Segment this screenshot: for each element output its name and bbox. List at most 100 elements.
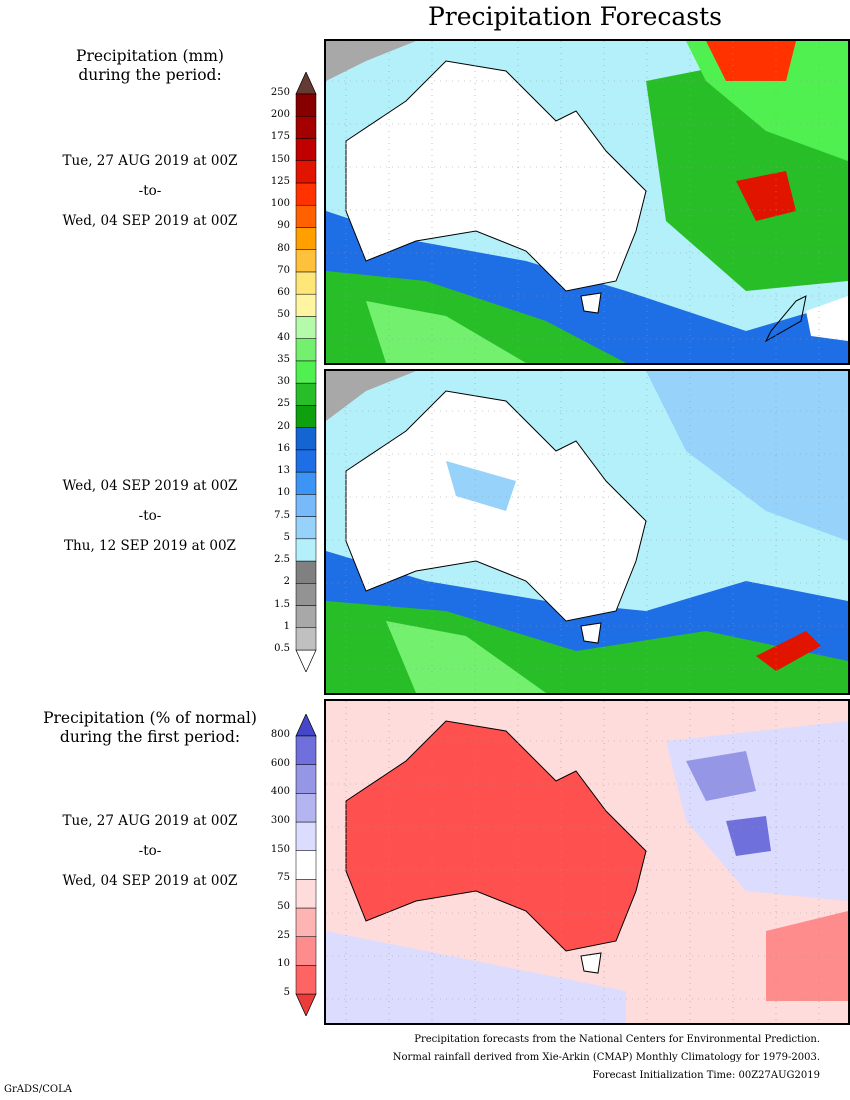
precip-map-period2	[326, 371, 848, 693]
colorbar-swatch	[295, 560, 317, 584]
precip-map-period1	[326, 41, 848, 363]
period1-end: Wed, 04 SEP 2019 at 00Z	[62, 213, 238, 229]
colorbar-swatch	[295, 494, 317, 517]
colorbar-swatch	[295, 360, 317, 384]
colorbar-tick-label: 30	[277, 376, 290, 388]
colorbar-tick-label: 13	[277, 465, 290, 477]
colorbar-swatch	[295, 449, 317, 473]
legend-mm-heading: Precipitation (mm) during the period:	[45, 47, 255, 85]
colorbar-tick-label: 70	[277, 264, 290, 276]
colorbar-tick-label: 35	[277, 353, 290, 365]
colorbar-swatch	[295, 249, 317, 273]
period2-to: -to-	[138, 508, 162, 524]
period3-to: -to-	[138, 843, 162, 859]
colorbar-tick-label: 80	[277, 242, 290, 254]
colorbar-swatch	[295, 316, 317, 339]
colorbar-tick-label: 20	[277, 420, 290, 432]
map-panel-pct-normal	[324, 699, 850, 1025]
colorbar-tick-label: 90	[277, 220, 290, 232]
legend-pct-heading: Precipitation (% of normal) during the f…	[30, 709, 270, 747]
colorbar-swatch	[295, 182, 317, 206]
colorbar-tick-label: 300	[270, 815, 290, 826]
colorbar-tick-label: 2.5	[274, 554, 290, 566]
colorbar-swatch	[295, 821, 317, 851]
colorbar-tick-label: 40	[277, 331, 290, 343]
colorbar-tick-label: 0.5	[274, 643, 290, 654]
colorbar-tick-label: 800	[270, 729, 290, 740]
colorbar-swatch	[295, 338, 317, 362]
colorbar-swatch	[295, 936, 317, 966]
colorbar-pct	[295, 714, 317, 1016]
colorbar-tick-label: 150	[270, 843, 290, 855]
legend-pct-heading-text: Precipitation (% of normal)	[43, 709, 257, 727]
colorbar-tick-label: 75	[277, 872, 290, 884]
colorbar-swatch	[295, 583, 317, 606]
colorbar-swatch	[295, 227, 317, 250]
colorbar-tick-label: 175	[270, 131, 290, 143]
colorbar-top-triangle	[295, 714, 317, 737]
period1-to: -to-	[138, 183, 162, 199]
colorbar-swatch	[295, 160, 317, 184]
colorbar-swatch	[295, 605, 317, 629]
colorbar-swatch	[295, 764, 317, 794]
colorbar-swatch	[295, 793, 317, 823]
period3-start: Tue, 27 AUG 2019 at 00Z	[62, 813, 238, 829]
colorbar-mm	[295, 72, 317, 672]
colorbar-tick-label: 25	[277, 929, 290, 941]
colorbar-tick-label: 1.5	[274, 598, 290, 610]
colorbar-tick-label: 1	[283, 620, 290, 632]
colorbar-swatch	[295, 293, 317, 317]
colorbar-bottom-triangle	[295, 993, 317, 1016]
map-panel-period2	[324, 369, 850, 695]
colorbar-pct-ticks: 5 10 25 50 75 150 300 400 600 800	[262, 714, 292, 1016]
colorbar-swatch	[295, 879, 317, 909]
colorbar-tick-label: 25	[277, 398, 290, 410]
colorbar-swatch	[295, 93, 317, 117]
colorbar-tick-label: 5	[283, 987, 290, 998]
colorbar-tick-label: 100	[270, 198, 290, 210]
colorbar-tick-label: 50	[277, 309, 290, 321]
colorbar-swatch	[295, 115, 317, 139]
colorbar-swatch	[295, 627, 317, 651]
footer-line-3: Forecast Initialization Time: 00Z27AUG20…	[592, 1070, 820, 1081]
colorbar-tick-label: 250	[270, 87, 290, 98]
colorbar-swatch	[295, 382, 317, 406]
colorbar-tick-label: 50	[277, 901, 290, 912]
page-title: Precipitation Forecasts	[427, 2, 723, 31]
colorbar-tick-label: 600	[270, 757, 290, 769]
colorbar-tick-label: 16	[277, 442, 290, 454]
colorbar-tick-label: 10	[277, 487, 290, 499]
colorbar-swatch	[295, 204, 317, 228]
colorbar-tick-label: 60	[277, 287, 290, 299]
colorbar-swatch	[295, 471, 317, 495]
period3-end: Wed, 04 SEP 2019 at 00Z	[62, 873, 238, 889]
legend-mm-subheading-text: during the period:	[78, 66, 222, 84]
colorbar-swatch	[295, 735, 317, 765]
colorbar-tick-label: 5	[283, 531, 290, 543]
credit: GrADS/COLA	[4, 1084, 72, 1095]
colorbar-swatch	[295, 965, 317, 995]
legend-mm-heading-text: Precipitation (mm)	[76, 47, 224, 65]
colorbar-swatch	[295, 538, 317, 562]
colorbar-top-triangle	[295, 72, 317, 95]
colorbar-tick-label: 2	[283, 576, 290, 588]
colorbar-bottom-triangle	[295, 649, 317, 672]
period1-start: Tue, 27 AUG 2019 at 00Z	[62, 153, 238, 169]
colorbar-tick-label: 200	[270, 109, 290, 121]
colorbar-swatch	[295, 516, 317, 540]
period2-end: Thu, 12 SEP 2019 at 00Z	[64, 538, 236, 554]
colorbar-swatch	[295, 427, 317, 451]
colorbar-swatch	[295, 405, 317, 428]
colorbar-swatch	[295, 271, 317, 295]
colorbar-mm-ticks: 0.5 1 1.5 2 2.5 5 7.5 10 13 16 20 25 30 35 40 50 60 70 80 9…	[262, 72, 292, 672]
pct-normal-map	[326, 701, 848, 1023]
colorbar-swatch	[295, 138, 317, 161]
footer-line-2: Normal rainfall derived from Xie-Arkin (…	[392, 1052, 820, 1063]
colorbar-tick-label: 400	[270, 786, 290, 798]
map-panel-period1	[324, 39, 850, 365]
colorbar-tick-label: 150	[270, 153, 290, 165]
footer-line-1: Precipitation forecasts from the Nationa…	[414, 1034, 820, 1045]
colorbar-tick-label: 10	[277, 958, 290, 970]
colorbar-tick-label: 125	[270, 175, 290, 187]
colorbar-swatch	[295, 850, 317, 880]
